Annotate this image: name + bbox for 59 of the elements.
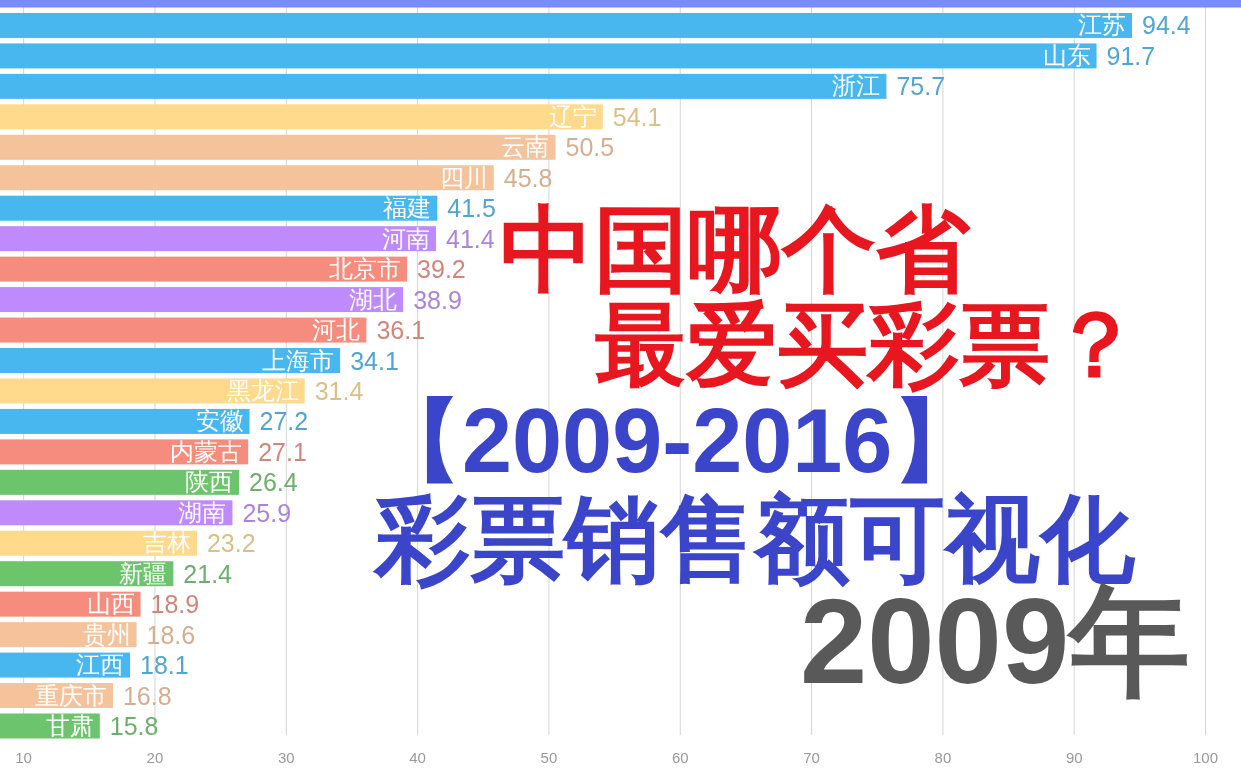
y-tick-label: 贵州 bbox=[82, 620, 131, 649]
data-label: 41.4 bbox=[445, 224, 495, 253]
y-tick-label: 浙江 bbox=[832, 72, 881, 101]
x-tick-label: 50 bbox=[540, 749, 558, 766]
data-label: 45.8 bbox=[503, 163, 553, 192]
y-tick-label: 安徽 bbox=[195, 407, 244, 436]
x-tick-label: 80 bbox=[934, 749, 952, 766]
y-tick-label: 吉林 bbox=[142, 529, 191, 558]
data-label: 27.2 bbox=[259, 407, 309, 436]
data-label: 31.4 bbox=[314, 376, 364, 405]
x-tick-label: 60 bbox=[671, 749, 689, 766]
data-label: 75.7 bbox=[896, 72, 946, 101]
y-tick-label: 湖北 bbox=[349, 285, 398, 314]
y-tick-label: 四川 bbox=[439, 163, 488, 192]
y-tick-label: 新疆 bbox=[119, 559, 168, 588]
y-tick-label: 河南 bbox=[381, 224, 430, 253]
y-tick-label: 河北 bbox=[312, 316, 361, 345]
y-tick-label: 上海市 bbox=[262, 346, 335, 375]
y-tick-label: 湖南 bbox=[178, 498, 227, 527]
text: 中国哪个省最爱买彩票？ bbox=[500, 197, 1141, 395]
data-label: 36.1 bbox=[376, 316, 426, 345]
y-tick-label: 云南 bbox=[501, 133, 550, 162]
data-label: 15.8 bbox=[109, 712, 159, 740]
x-tick-label: 20 bbox=[146, 749, 164, 766]
y-tick-label: 陕西 bbox=[185, 468, 234, 497]
data-label: 18.6 bbox=[146, 620, 196, 649]
data-label: 23.2 bbox=[206, 529, 256, 558]
y-tick-label: 北京市 bbox=[329, 255, 402, 284]
y-tick-label: 福建 bbox=[383, 194, 432, 223]
x-tick-label: 40 bbox=[409, 749, 426, 766]
data-label: 34.1 bbox=[350, 346, 399, 375]
data-label: 16.8 bbox=[122, 681, 172, 710]
x-tick-label: 100 bbox=[1193, 749, 1219, 766]
data-label: 54.1 bbox=[612, 102, 662, 131]
x-tick-label: 70 bbox=[803, 749, 820, 766]
data-label: 41.5 bbox=[447, 194, 496, 223]
data-label: 18.9 bbox=[150, 590, 200, 619]
y-tick-label: 山西 bbox=[86, 590, 135, 619]
x-tick-label: 90 bbox=[1065, 749, 1083, 766]
x-tick-label: 30 bbox=[277, 749, 295, 766]
data-label: 91.7 bbox=[1106, 41, 1156, 70]
y-tick-label: 山东 bbox=[1042, 41, 1091, 70]
data-label: 38.9 bbox=[413, 285, 462, 314]
data-label: 21.4 bbox=[183, 559, 233, 588]
y-tick-label: 黑龙江 bbox=[226, 376, 299, 405]
data-label: 50.5 bbox=[565, 133, 615, 162]
data-label: 39.2 bbox=[417, 255, 466, 284]
y-tick-label: 甘肃 bbox=[45, 712, 94, 740]
y-tick-label: 江苏 bbox=[1078, 11, 1126, 40]
data-label: 18.1 bbox=[140, 651, 189, 680]
y-tick-label: 内蒙古 bbox=[170, 437, 243, 466]
x-tick-label: 10 bbox=[15, 749, 32, 766]
data-label: 25.9 bbox=[242, 498, 292, 527]
data-label: 26.4 bbox=[249, 468, 298, 497]
y-tick-label: 辽宁 bbox=[548, 102, 597, 131]
y-tick-label: 重庆市 bbox=[34, 681, 107, 710]
data-label: 27.1 bbox=[258, 437, 307, 466]
y-tick-label: 江西 bbox=[76, 651, 125, 680]
data-label: 94.4 bbox=[1142, 11, 1191, 40]
